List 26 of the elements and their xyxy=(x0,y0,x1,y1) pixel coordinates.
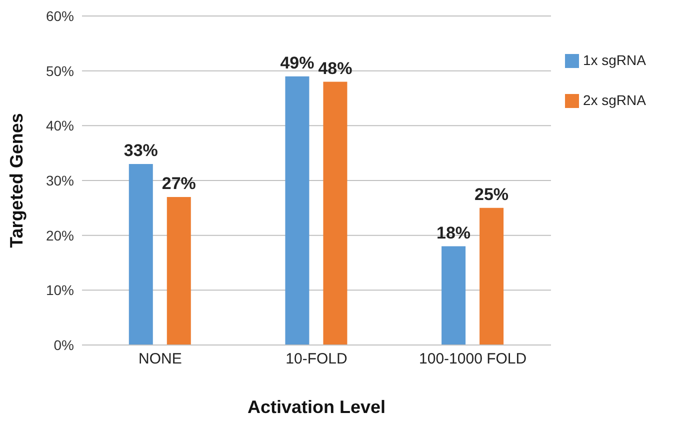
data-label: 33% xyxy=(124,141,158,160)
legend-label: 2x sgRNA xyxy=(582,92,646,108)
bar xyxy=(166,196,191,345)
x-axis-title: Activation Level xyxy=(247,397,386,417)
x-tick-label: 10-FOLD xyxy=(286,350,348,368)
y-tick-label: 60% xyxy=(46,8,74,24)
bar xyxy=(285,76,310,345)
y-axis-title: Targeted Genes xyxy=(6,113,26,248)
data-label: 48% xyxy=(318,58,352,78)
y-tick-label: 50% xyxy=(46,62,74,79)
x-tick-label: NONE xyxy=(138,350,182,368)
y-tick-label: 10% xyxy=(46,282,74,298)
data-label: 27% xyxy=(162,174,196,193)
x-tick-label: 100-1000 FOLD xyxy=(419,350,527,368)
y-tick-label: 30% xyxy=(46,172,74,188)
y-tick-label: 0% xyxy=(54,336,74,353)
legend-label: 1x sgRNA xyxy=(582,52,646,68)
y-tick-label: 40% xyxy=(46,118,74,134)
bar xyxy=(480,208,504,345)
bar xyxy=(323,82,348,345)
bar xyxy=(442,246,466,345)
data-label: 25% xyxy=(474,184,509,204)
y-tick-label: 20% xyxy=(46,227,74,244)
data-label: 18% xyxy=(436,223,471,242)
bar xyxy=(128,164,153,345)
data-label: 49% xyxy=(280,53,314,72)
